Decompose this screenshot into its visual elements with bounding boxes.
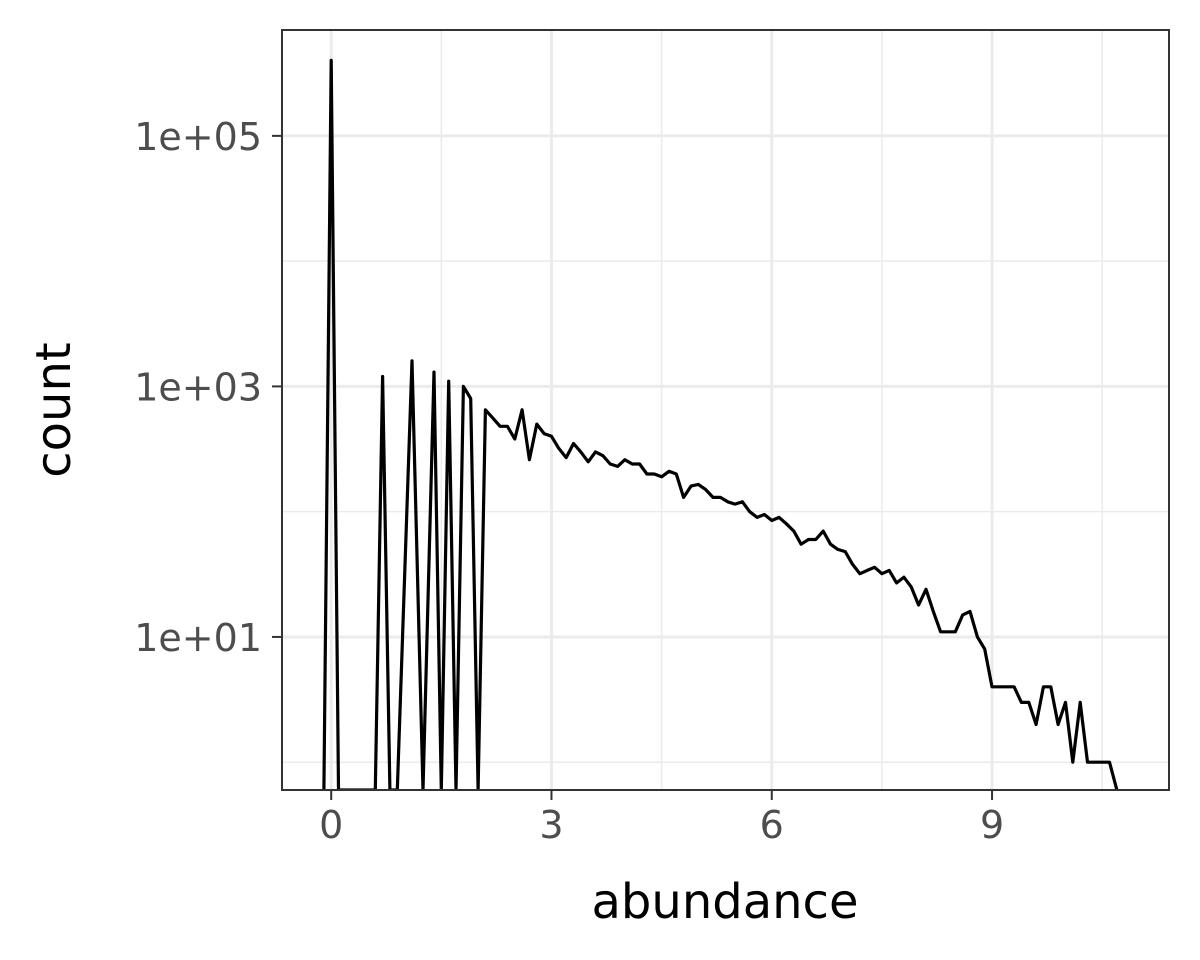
y-tick-label: 1e+03 xyxy=(134,365,262,409)
y-tick-label: 1e+05 xyxy=(134,115,262,159)
x-axis-ticks: 0 3 6 9 xyxy=(319,790,1004,847)
y-axis-ticks: 1e+01 1e+03 1e+05 xyxy=(134,115,282,660)
x-tick-label: 0 xyxy=(319,803,343,847)
plot-panel xyxy=(282,30,1169,790)
y-axis-title: count xyxy=(26,342,82,477)
data-series xyxy=(322,58,1119,790)
panel-border xyxy=(281,29,1170,791)
x-axis-title: abundance xyxy=(592,874,859,930)
x-tick-label: 9 xyxy=(980,803,1004,847)
x-tick-label: 3 xyxy=(539,803,563,847)
y-tick-label: 1e+01 xyxy=(134,616,262,660)
x-tick-label: 6 xyxy=(760,803,784,847)
series-line-0 xyxy=(322,58,1119,790)
